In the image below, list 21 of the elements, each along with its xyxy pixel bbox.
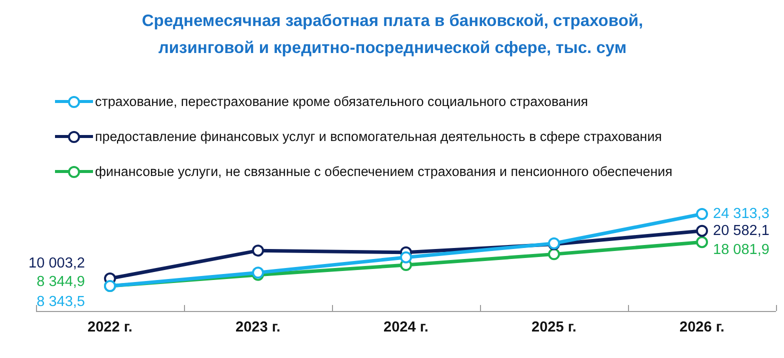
- point: [696, 224, 708, 237]
- legend-label: предоставление финансовых услуг и вспомогательная деятельность в сфере страхования: [95, 129, 662, 144]
- x-tick-label: 2026 г.: [680, 320, 724, 336]
- data-label: 8 343,5: [36, 294, 85, 310]
- x-tick-label: 2022 г.: [88, 320, 132, 336]
- point: [548, 248, 560, 260]
- point: [400, 251, 412, 264]
- chart-title: Среднемесячная заработная плата в банковской, страховой, лизинговой и кредитно-посреднической сфере, тыс. сум: [140, 11, 644, 59]
- x-tick-label: 2025 г.: [532, 320, 576, 336]
- x-tick-label: 2024 г.: [384, 320, 428, 336]
- legend-label: финансовые услуги, не связанные с обеспечением страхования и пенсионного обеспечения: [95, 164, 672, 179]
- data-label: 8 344,9: [36, 274, 85, 290]
- x-tick-label: 2023 г.: [236, 320, 280, 336]
- data-label: 10 003,2: [28, 256, 85, 272]
- data-label: 18 081,9: [713, 242, 770, 258]
- legend-label: страхование, перестрахование кроме обязательного социального страхования: [95, 94, 588, 109]
- data-label: 20 582,1: [713, 222, 770, 239]
- point: [252, 244, 264, 257]
- point: [696, 208, 708, 220]
- data-label: 24 313,3: [713, 206, 770, 222]
- point: [696, 236, 708, 248]
